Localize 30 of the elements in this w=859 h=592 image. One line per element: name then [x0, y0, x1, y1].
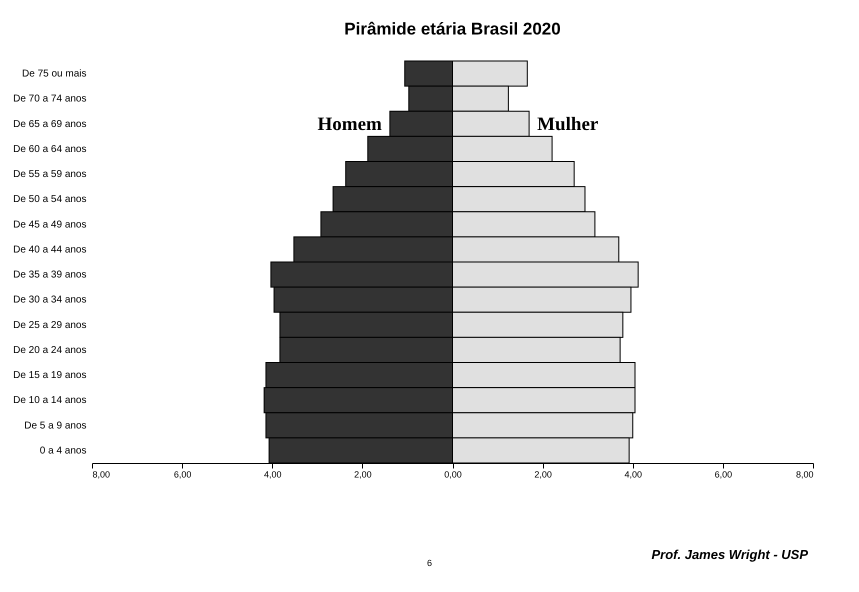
y-tick-label: De 45 a 49 anos [13, 219, 86, 230]
y-tick-label: De 30 a 34 anos [13, 294, 86, 306]
y-tick-label: De 35 a 39 anos [13, 270, 86, 281]
text: 6 [426, 558, 432, 568]
series-label: Homem [317, 114, 382, 135]
x-tick-label: 8,00 [796, 470, 814, 480]
y-tick-label: De 40 a 44 anos [13, 244, 86, 256]
y-tick-label: 0 a 4 anos [40, 445, 86, 456]
y-tick-label: De 20 a 24 anos [13, 344, 86, 356]
x-tick-label: 4,00 [264, 470, 282, 480]
x-tick-label: 2,00 [534, 470, 552, 480]
x-tick-label: 8,00 [92, 470, 110, 480]
x-tick-label: 2,00 [354, 470, 372, 480]
x-tick-label: 4,00 [624, 470, 642, 480]
series-label: Mulher [537, 114, 599, 135]
y-tick-label: De 50 a 54 anos [13, 194, 86, 206]
x-tick-label: 6,00 [714, 470, 732, 480]
y-tick-label: De 15 a 19 anos [13, 370, 86, 382]
y-tick-label: De 70 a 74 anos [13, 94, 86, 105]
y-tick-label: De 10 a 14 anos [13, 395, 86, 406]
y-tick-label: De 65 a 69 anos [13, 118, 86, 130]
y-tick-label: De 55 a 59 anos [13, 169, 86, 180]
y-tick-label: De 60 a 64 anos [13, 144, 86, 155]
y-tick-label: De 75 ou mais [22, 68, 86, 80]
text: Prof. James Wright - USP [651, 547, 808, 562]
x-tick-label: 0,00 [444, 470, 462, 480]
x-tick-label: 6,00 [174, 470, 192, 480]
y-tick-label: De 5 a 9 anos [24, 420, 86, 432]
y-tick-label: De 25 a 29 anos [13, 320, 86, 331]
chart-title: Pirâmide etária Brasil 2020 [344, 20, 561, 38]
